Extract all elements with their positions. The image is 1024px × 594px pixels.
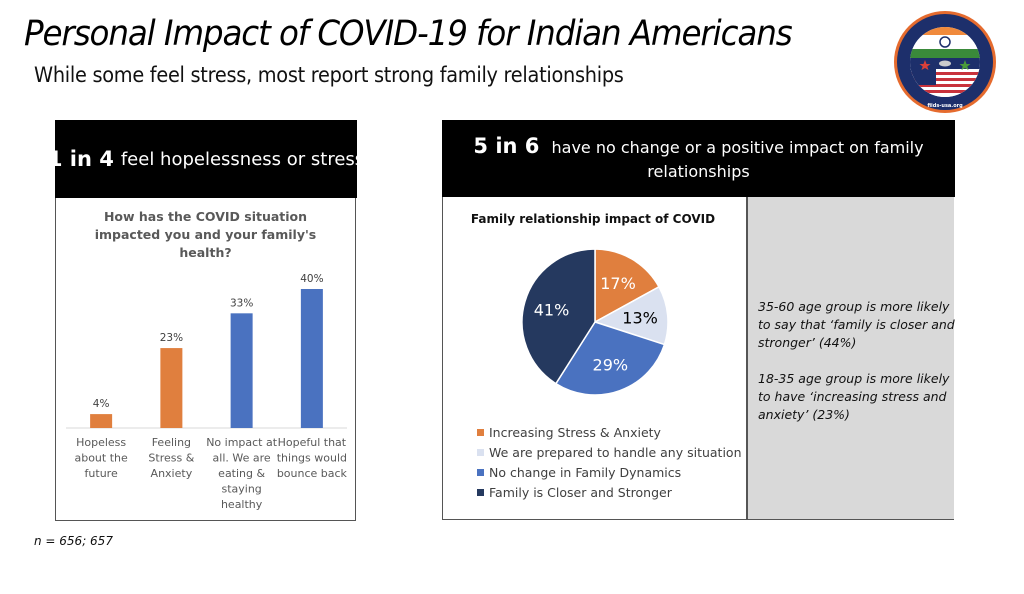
page-title: Personal Impact of COVID-19 for Indian A… bbox=[24, 14, 793, 54]
pie-slice bbox=[594, 248, 660, 324]
legend-swatch-icon bbox=[477, 448, 484, 456]
logo-url-text: fiids-usa.org bbox=[927, 103, 963, 109]
legend-label: Family is Closer and Stronger bbox=[489, 484, 672, 500]
category-label: Anxiety bbox=[151, 467, 193, 480]
legend-item: We are prepared to handle any situation bbox=[477, 442, 742, 462]
bar-value-label: 40% bbox=[300, 273, 323, 285]
legend-label: Increasing Stress & Anxiety bbox=[489, 424, 661, 440]
bar bbox=[160, 348, 183, 428]
legend-label: We are prepared to handle any situation bbox=[489, 444, 742, 460]
bar-chart-title-line: How has the COVID situation bbox=[103, 209, 308, 224]
category-label: all. We are bbox=[213, 452, 271, 465]
pie-chart-title: Family relationship impact of COVID bbox=[470, 212, 716, 226]
bar bbox=[230, 313, 253, 428]
bar-chart-title-line: impacted you and your family's bbox=[94, 227, 317, 242]
right-headline-stat: 5 in 6 bbox=[473, 133, 540, 158]
category-label: bounce back bbox=[277, 467, 348, 480]
category-label: staying bbox=[221, 483, 261, 496]
bar-value-label: 4% bbox=[93, 398, 110, 410]
foundation-logo-icon: fiids-usa.org bbox=[894, 11, 996, 113]
pie-slice-label: 17% bbox=[600, 274, 636, 293]
insight-note-18-35: 18-35 age group is more likely to have ‘… bbox=[758, 371, 950, 422]
legend-item: Family is Closer and Stronger bbox=[477, 482, 742, 502]
legend-swatch-icon bbox=[477, 428, 484, 436]
family-impact-panel: 5 in 6 have no change or a positive impa… bbox=[442, 120, 955, 520]
bar-chart: 4% Hopeless about the future 23% Feeling Stres… bbox=[66, 273, 348, 511]
health-impact-panel: 1 in 4 feel hopelessness or stress How h… bbox=[48, 120, 364, 521]
left-headline-text: feel hopelessness or stress bbox=[120, 148, 365, 170]
pie-slice bbox=[593, 285, 669, 346]
left-headline-stat: 1 in 4 bbox=[47, 147, 114, 171]
legend-swatch-icon bbox=[477, 468, 484, 476]
category-label: eating & bbox=[218, 467, 265, 480]
category-label: Feeling bbox=[152, 436, 191, 449]
bar bbox=[300, 289, 323, 428]
pie-slice-label: 41% bbox=[534, 300, 570, 319]
legend-swatch-icon bbox=[477, 488, 484, 496]
pie-slice-label: 13% bbox=[622, 309, 658, 328]
category-label: Hopeless bbox=[76, 436, 126, 449]
category-label: No impact at bbox=[206, 436, 278, 449]
insight-note-35-60: 35-60 age group is more likely to say th… bbox=[758, 299, 955, 350]
category-label: about the bbox=[74, 452, 128, 465]
left-headline: 1 in 4 feel hopelessness or stress bbox=[48, 120, 364, 198]
legend-label: No change in Family Dynamics bbox=[489, 464, 682, 480]
pie-slice bbox=[554, 321, 666, 396]
category-label: future bbox=[85, 467, 118, 480]
pie-slice-label: 29% bbox=[593, 356, 629, 375]
insight-box: 35-60 age group is more likely to say th… bbox=[746, 197, 955, 519]
category-label: things would bbox=[277, 452, 347, 465]
bar-chart-title: How has the COVID situation impacted you… bbox=[56, 208, 355, 262]
category-label: healthy bbox=[221, 498, 263, 511]
sample-size-footnote: n = 656; 657 bbox=[34, 534, 113, 548]
bar-chart-title-line: health? bbox=[179, 245, 232, 260]
pie-chart: 17% 13% 29% 41% bbox=[521, 248, 669, 396]
category-label: Stress & bbox=[148, 452, 194, 465]
pie-legend: Increasing Stress & Anxiety We are prepa… bbox=[477, 422, 742, 502]
legend-item: No change in Family Dynamics bbox=[477, 462, 742, 482]
bar-value-label: 23% bbox=[160, 332, 183, 344]
category-label: Hopeful that bbox=[278, 436, 347, 449]
page-subtitle: While some feel stress, most report stro… bbox=[34, 63, 624, 87]
pie-slice bbox=[521, 248, 596, 385]
bar bbox=[90, 414, 113, 428]
right-headline-text: have no change or a positive impact on f… bbox=[551, 137, 924, 181]
legend-item: Increasing Stress & Anxiety bbox=[477, 422, 742, 442]
right-headline: 5 in 6 have no change or a positive impa… bbox=[442, 120, 955, 197]
bar-value-label: 33% bbox=[230, 297, 253, 309]
